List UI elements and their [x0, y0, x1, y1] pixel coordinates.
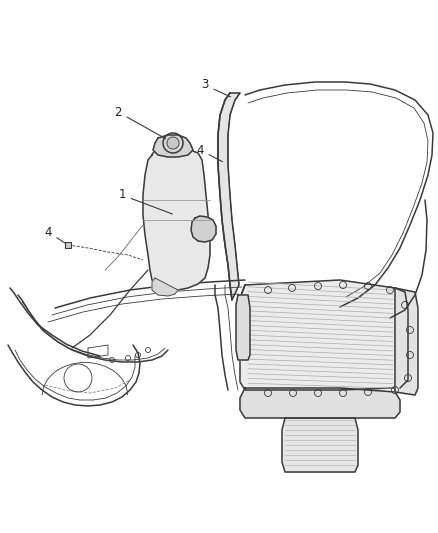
Text: 4: 4 — [44, 225, 66, 244]
Text: 1: 1 — [118, 189, 173, 214]
Polygon shape — [236, 295, 250, 360]
Polygon shape — [240, 280, 400, 390]
Polygon shape — [143, 148, 210, 290]
Polygon shape — [153, 135, 193, 157]
Circle shape — [167, 137, 179, 149]
Text: 4: 4 — [196, 143, 223, 161]
Text: 2: 2 — [114, 106, 166, 139]
Polygon shape — [282, 418, 358, 472]
Polygon shape — [240, 388, 400, 418]
Polygon shape — [152, 278, 178, 296]
Polygon shape — [395, 288, 418, 395]
Polygon shape — [191, 216, 216, 242]
Text: 3: 3 — [201, 78, 230, 97]
Polygon shape — [218, 93, 240, 300]
